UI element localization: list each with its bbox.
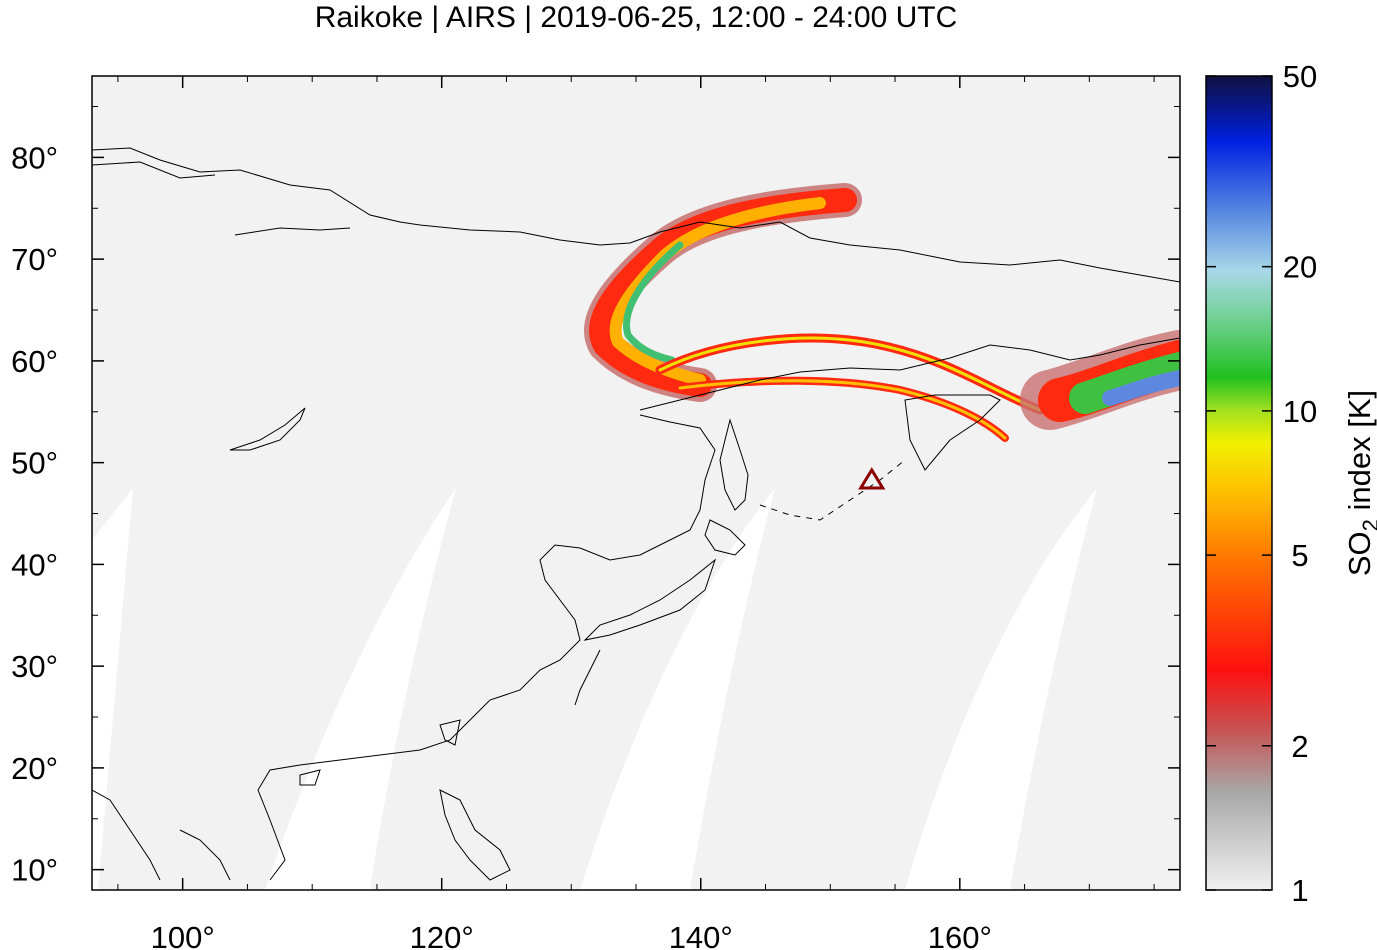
- lat-tick-label: 70°: [11, 242, 58, 277]
- so2-plume: [584, 183, 1180, 442]
- colorbar-tick-label: 1: [1291, 873, 1308, 908]
- lat-tick-label: 20°: [11, 751, 58, 786]
- colorbar-label-subscript: 2: [1358, 519, 1377, 531]
- swath-gap-3: [580, 488, 775, 890]
- indochina-south: [179, 829, 231, 881]
- longitude-axis: 100° 120° 140° 160°: [117, 76, 1155, 950]
- plume-band-upper-core: [658, 336, 1042, 412]
- lat-tick-label: 80°: [11, 140, 58, 175]
- colorbar-axis: 50 20 10 5 2 1: [1206, 59, 1317, 908]
- swath-gaps: [92, 488, 1097, 890]
- taymyr-coast: [92, 161, 216, 179]
- hokkaido: [704, 519, 746, 556]
- volcano-marker-raikoke: [858, 467, 886, 490]
- colorbar-tick-label: 50: [1283, 59, 1317, 94]
- philippines: [439, 789, 511, 881]
- ryukyu: [574, 649, 601, 706]
- lon-tick-label: 100°: [151, 920, 215, 950]
- lat-tick-label: 30°: [11, 649, 58, 684]
- taiwan: [439, 719, 461, 746]
- plume-north-mid: [609, 197, 826, 386]
- lat-tick-label: 10°: [11, 853, 58, 888]
- latitude-axis: 80° 70° 60° 50° 40° 30° 20° 10°: [11, 106, 1180, 888]
- swath-gap-2: [265, 488, 456, 890]
- honshu: [583, 558, 717, 641]
- colorbar-label-rest: index [K]: [1342, 390, 1377, 519]
- indochina-west: [92, 789, 161, 881]
- coastlines: [92, 147, 1180, 881]
- sakhalin: [719, 418, 749, 511]
- chart-title: Raikoke | AIRS | 2019-06-25, 12:00 - 24:…: [315, 1, 958, 34]
- plume-band-lower-core: [678, 379, 1007, 440]
- colorbar: [1205, 75, 1273, 891]
- colorbar-tick-label: 5: [1291, 538, 1308, 573]
- plume-east-green: [1069, 352, 1180, 414]
- colorbar-tick-label: 10: [1283, 394, 1317, 429]
- lon-tick-label: 160°: [928, 920, 992, 950]
- colorbar-label: SO2 index [K]: [1342, 390, 1377, 576]
- lake-baikal: [229, 407, 306, 451]
- lat-tick-label: 40°: [11, 547, 58, 582]
- swath-gap-4: [905, 488, 1097, 890]
- colorbar-tick-label: 2: [1291, 729, 1308, 764]
- kuril-islands: [759, 459, 906, 521]
- lon-tick-label: 120°: [410, 920, 474, 950]
- colorbar-label-main: SO: [1342, 531, 1377, 576]
- colorbar-tick-label: 20: [1283, 250, 1317, 285]
- plume-north-core: [623, 241, 684, 364]
- hainan: [299, 769, 321, 786]
- kamchatka: [904, 394, 1001, 471]
- lat-tick-label: 60°: [11, 344, 58, 379]
- okhotsk-north-coast: [639, 337, 1180, 411]
- lon-tick-label: 140°: [669, 920, 733, 950]
- plume-east-blue: [1102, 370, 1180, 406]
- swath-gap-1: [92, 488, 133, 890]
- asia-east-coast: [257, 414, 716, 881]
- lat-tick-label: 50°: [11, 446, 58, 481]
- map-panel: [92, 76, 1180, 890]
- arctic-coast: [92, 147, 1180, 283]
- severnaya-coast: [234, 227, 351, 236]
